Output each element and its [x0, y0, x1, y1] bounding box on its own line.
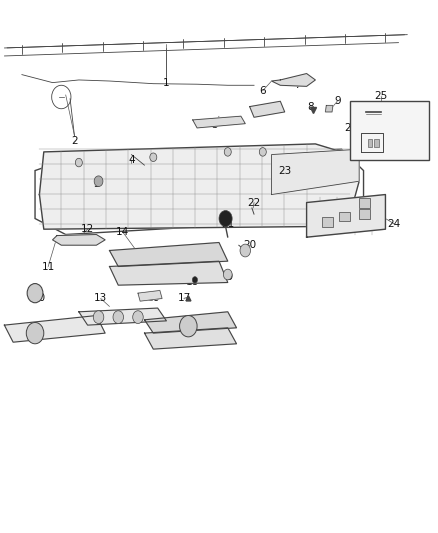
Text: 18: 18: [186, 278, 199, 287]
Text: 10: 10: [33, 294, 46, 303]
Polygon shape: [272, 149, 359, 195]
Text: 2: 2: [71, 136, 78, 146]
Circle shape: [94, 176, 103, 187]
Circle shape: [133, 311, 143, 324]
Circle shape: [219, 211, 232, 227]
Text: 16: 16: [147, 294, 160, 303]
Text: 19: 19: [221, 272, 234, 282]
Text: 1: 1: [163, 78, 170, 87]
Bar: [322, 217, 333, 227]
Text: 26: 26: [344, 123, 357, 133]
Text: 14: 14: [116, 227, 129, 237]
Text: 20: 20: [243, 240, 256, 250]
Text: 24: 24: [388, 219, 401, 229]
Text: 7: 7: [294, 80, 301, 90]
Circle shape: [150, 153, 157, 161]
Text: 3: 3: [93, 179, 100, 189]
Text: 4: 4: [128, 155, 135, 165]
Polygon shape: [193, 116, 245, 128]
Text: 22: 22: [247, 198, 261, 207]
Polygon shape: [272, 74, 315, 86]
Bar: [359, 198, 370, 208]
Text: 12: 12: [81, 224, 94, 234]
Polygon shape: [307, 195, 385, 237]
Circle shape: [27, 284, 43, 303]
Circle shape: [113, 311, 124, 324]
Circle shape: [93, 311, 104, 324]
Bar: [350, 101, 429, 160]
Polygon shape: [39, 144, 359, 229]
Text: 9: 9: [334, 96, 341, 106]
Polygon shape: [138, 290, 162, 301]
Polygon shape: [79, 308, 166, 325]
Text: 11: 11: [42, 262, 55, 271]
Text: 13: 13: [94, 294, 107, 303]
Text: 6: 6: [259, 86, 266, 95]
Bar: [374, 139, 379, 147]
Polygon shape: [145, 312, 237, 333]
Bar: [339, 212, 350, 221]
Bar: [359, 209, 370, 219]
Text: 25: 25: [374, 91, 388, 101]
Polygon shape: [4, 316, 105, 342]
Circle shape: [240, 244, 251, 257]
Bar: [368, 139, 372, 147]
Text: 17: 17: [177, 294, 191, 303]
Text: 23: 23: [278, 166, 291, 175]
Polygon shape: [110, 243, 228, 266]
Polygon shape: [325, 106, 333, 112]
Polygon shape: [110, 261, 228, 285]
Text: 8: 8: [307, 102, 314, 111]
Text: 5: 5: [211, 120, 218, 130]
Circle shape: [75, 158, 82, 167]
Circle shape: [224, 148, 231, 156]
Polygon shape: [53, 235, 105, 245]
Text: 21: 21: [221, 219, 234, 229]
Polygon shape: [145, 328, 237, 349]
Text: 27: 27: [388, 139, 401, 149]
Text: 15: 15: [182, 320, 195, 330]
Circle shape: [223, 269, 232, 280]
Circle shape: [180, 316, 197, 337]
Circle shape: [259, 148, 266, 156]
Circle shape: [192, 277, 198, 283]
Text: 11: 11: [90, 320, 103, 330]
Circle shape: [26, 322, 44, 344]
Polygon shape: [250, 101, 285, 117]
